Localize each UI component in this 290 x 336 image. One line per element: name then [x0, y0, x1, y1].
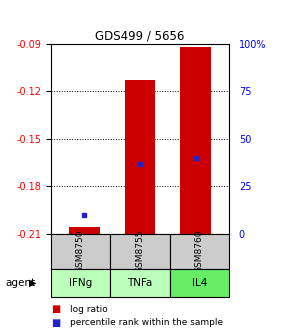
Text: IL4: IL4: [192, 278, 207, 288]
Text: log ratio: log ratio: [70, 305, 107, 313]
Bar: [170, 269, 229, 297]
Bar: [180, 47, 211, 234]
Text: GSM8755: GSM8755: [135, 229, 144, 273]
Text: ▶: ▶: [29, 278, 37, 288]
Text: GSM8750: GSM8750: [76, 229, 85, 273]
Bar: [51, 269, 110, 297]
Bar: [110, 269, 170, 297]
Bar: [69, 227, 99, 234]
Title: GDS499 / 5656: GDS499 / 5656: [95, 30, 185, 43]
Text: ■: ■: [51, 318, 60, 328]
Text: IFNg: IFNg: [69, 278, 92, 288]
Text: ■: ■: [51, 304, 60, 314]
Text: TNFa: TNFa: [127, 278, 153, 288]
Text: percentile rank within the sample: percentile rank within the sample: [70, 318, 223, 327]
Bar: [51, 234, 110, 269]
Bar: [110, 234, 170, 269]
Text: GSM8760: GSM8760: [195, 229, 204, 273]
Text: agent: agent: [6, 278, 36, 288]
Bar: [170, 234, 229, 269]
Bar: [125, 80, 155, 234]
